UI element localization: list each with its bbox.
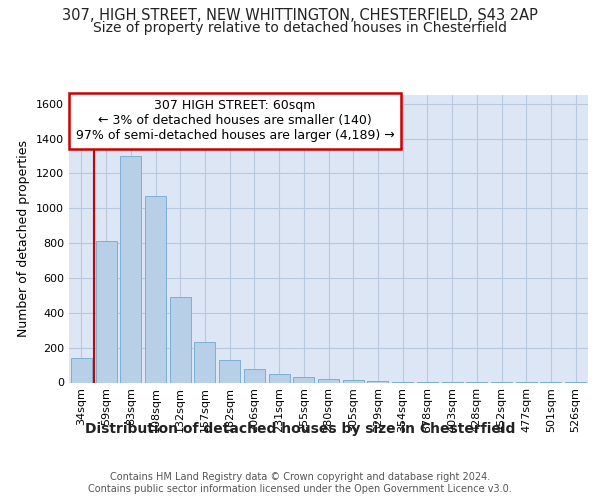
Text: Distribution of detached houses by size in Chesterfield: Distribution of detached houses by size …: [85, 422, 515, 436]
Text: 307 HIGH STREET: 60sqm
← 3% of detached houses are smaller (140)
97% of semi-det: 307 HIGH STREET: 60sqm ← 3% of detached …: [76, 100, 394, 142]
Bar: [194, 342, 215, 382]
Bar: [120, 156, 141, 382]
Text: Contains HM Land Registry data © Crown copyright and database right 2024.: Contains HM Land Registry data © Crown c…: [110, 472, 490, 482]
Y-axis label: Number of detached properties: Number of detached properties: [17, 140, 31, 337]
Bar: [219, 360, 240, 382]
Bar: [71, 358, 92, 382]
Text: Contains public sector information licensed under the Open Government Licence v3: Contains public sector information licen…: [88, 484, 512, 494]
Text: Size of property relative to detached houses in Chesterfield: Size of property relative to detached ho…: [93, 21, 507, 35]
Bar: [318, 379, 339, 382]
Bar: [269, 374, 290, 382]
Text: 307, HIGH STREET, NEW WHITTINGTON, CHESTERFIELD, S43 2AP: 307, HIGH STREET, NEW WHITTINGTON, CHEST…: [62, 8, 538, 22]
Bar: [170, 297, 191, 382]
Bar: [367, 381, 388, 382]
Bar: [343, 380, 364, 382]
Bar: [244, 370, 265, 382]
Bar: [95, 242, 116, 382]
Bar: [145, 196, 166, 382]
Bar: [293, 378, 314, 382]
